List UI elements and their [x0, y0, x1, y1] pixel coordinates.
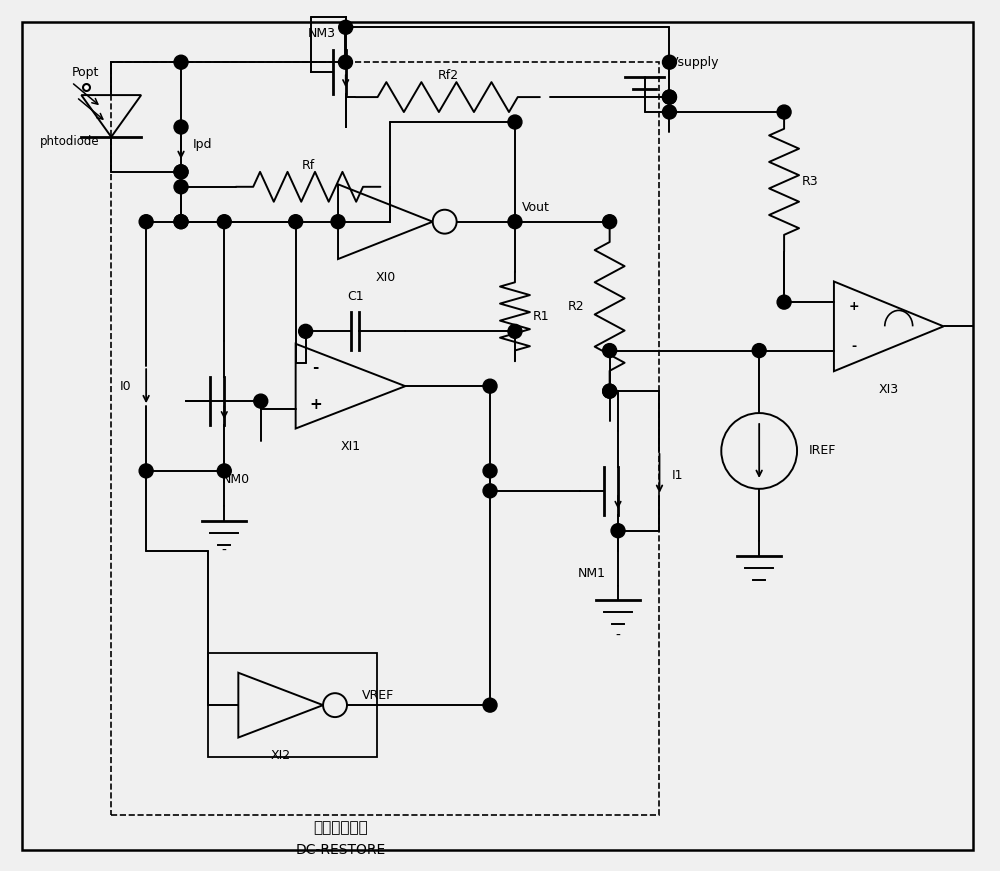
Text: R3: R3	[802, 175, 819, 188]
Text: +: +	[309, 397, 322, 412]
Circle shape	[777, 295, 791, 309]
Text: DC-RESTORE: DC-RESTORE	[295, 842, 386, 857]
Circle shape	[217, 464, 231, 478]
Circle shape	[174, 215, 188, 229]
Text: Rf: Rf	[302, 159, 315, 172]
Circle shape	[139, 464, 153, 478]
Text: Rf2: Rf2	[438, 69, 459, 82]
Circle shape	[508, 115, 522, 129]
Circle shape	[217, 215, 231, 229]
Circle shape	[174, 179, 188, 193]
Text: NM1: NM1	[578, 567, 606, 580]
Circle shape	[174, 120, 188, 134]
Text: -: -	[222, 544, 227, 557]
Text: C1: C1	[347, 290, 364, 303]
Circle shape	[603, 384, 617, 398]
Text: IREF: IREF	[809, 444, 836, 457]
Circle shape	[483, 484, 497, 498]
Text: R2: R2	[568, 300, 585, 313]
Circle shape	[174, 55, 188, 69]
Circle shape	[662, 90, 676, 104]
Circle shape	[174, 215, 188, 229]
Circle shape	[662, 55, 676, 69]
Text: XI1: XI1	[340, 441, 361, 454]
Text: Vsupply: Vsupply	[669, 56, 719, 69]
Circle shape	[483, 464, 497, 478]
Text: -: -	[312, 360, 319, 375]
Text: NM0: NM0	[222, 473, 250, 486]
Text: XI3: XI3	[879, 383, 899, 396]
Circle shape	[331, 215, 345, 229]
Circle shape	[508, 324, 522, 338]
Circle shape	[174, 165, 188, 179]
Circle shape	[174, 165, 188, 179]
Circle shape	[289, 215, 303, 229]
Text: VREF: VREF	[362, 689, 394, 702]
Text: Ipd: Ipd	[193, 138, 212, 152]
Text: Popt: Popt	[71, 65, 99, 78]
Text: Vout: Vout	[522, 200, 550, 213]
Text: -: -	[851, 340, 856, 353]
Circle shape	[339, 20, 353, 34]
Circle shape	[483, 699, 497, 712]
Circle shape	[299, 324, 313, 338]
Text: 直流恢复电路: 直流恢复电路	[313, 820, 368, 835]
Circle shape	[508, 215, 522, 229]
Circle shape	[611, 523, 625, 537]
Circle shape	[603, 215, 617, 229]
Circle shape	[254, 395, 268, 408]
Text: XI2: XI2	[271, 749, 291, 762]
Circle shape	[603, 384, 617, 398]
Circle shape	[777, 105, 791, 119]
Circle shape	[139, 215, 153, 229]
Circle shape	[483, 379, 497, 393]
Text: XI0: XI0	[375, 271, 395, 284]
Circle shape	[662, 90, 676, 104]
Text: R1: R1	[533, 310, 550, 323]
Circle shape	[662, 105, 676, 119]
Text: I0: I0	[120, 380, 131, 393]
Text: -: -	[616, 628, 620, 642]
Circle shape	[339, 55, 352, 69]
Circle shape	[603, 343, 617, 358]
Text: I1: I1	[671, 469, 683, 483]
Text: phtodiode: phtodiode	[39, 135, 99, 148]
Text: NM3: NM3	[308, 27, 336, 40]
Circle shape	[752, 343, 766, 358]
Text: +: +	[849, 300, 859, 313]
